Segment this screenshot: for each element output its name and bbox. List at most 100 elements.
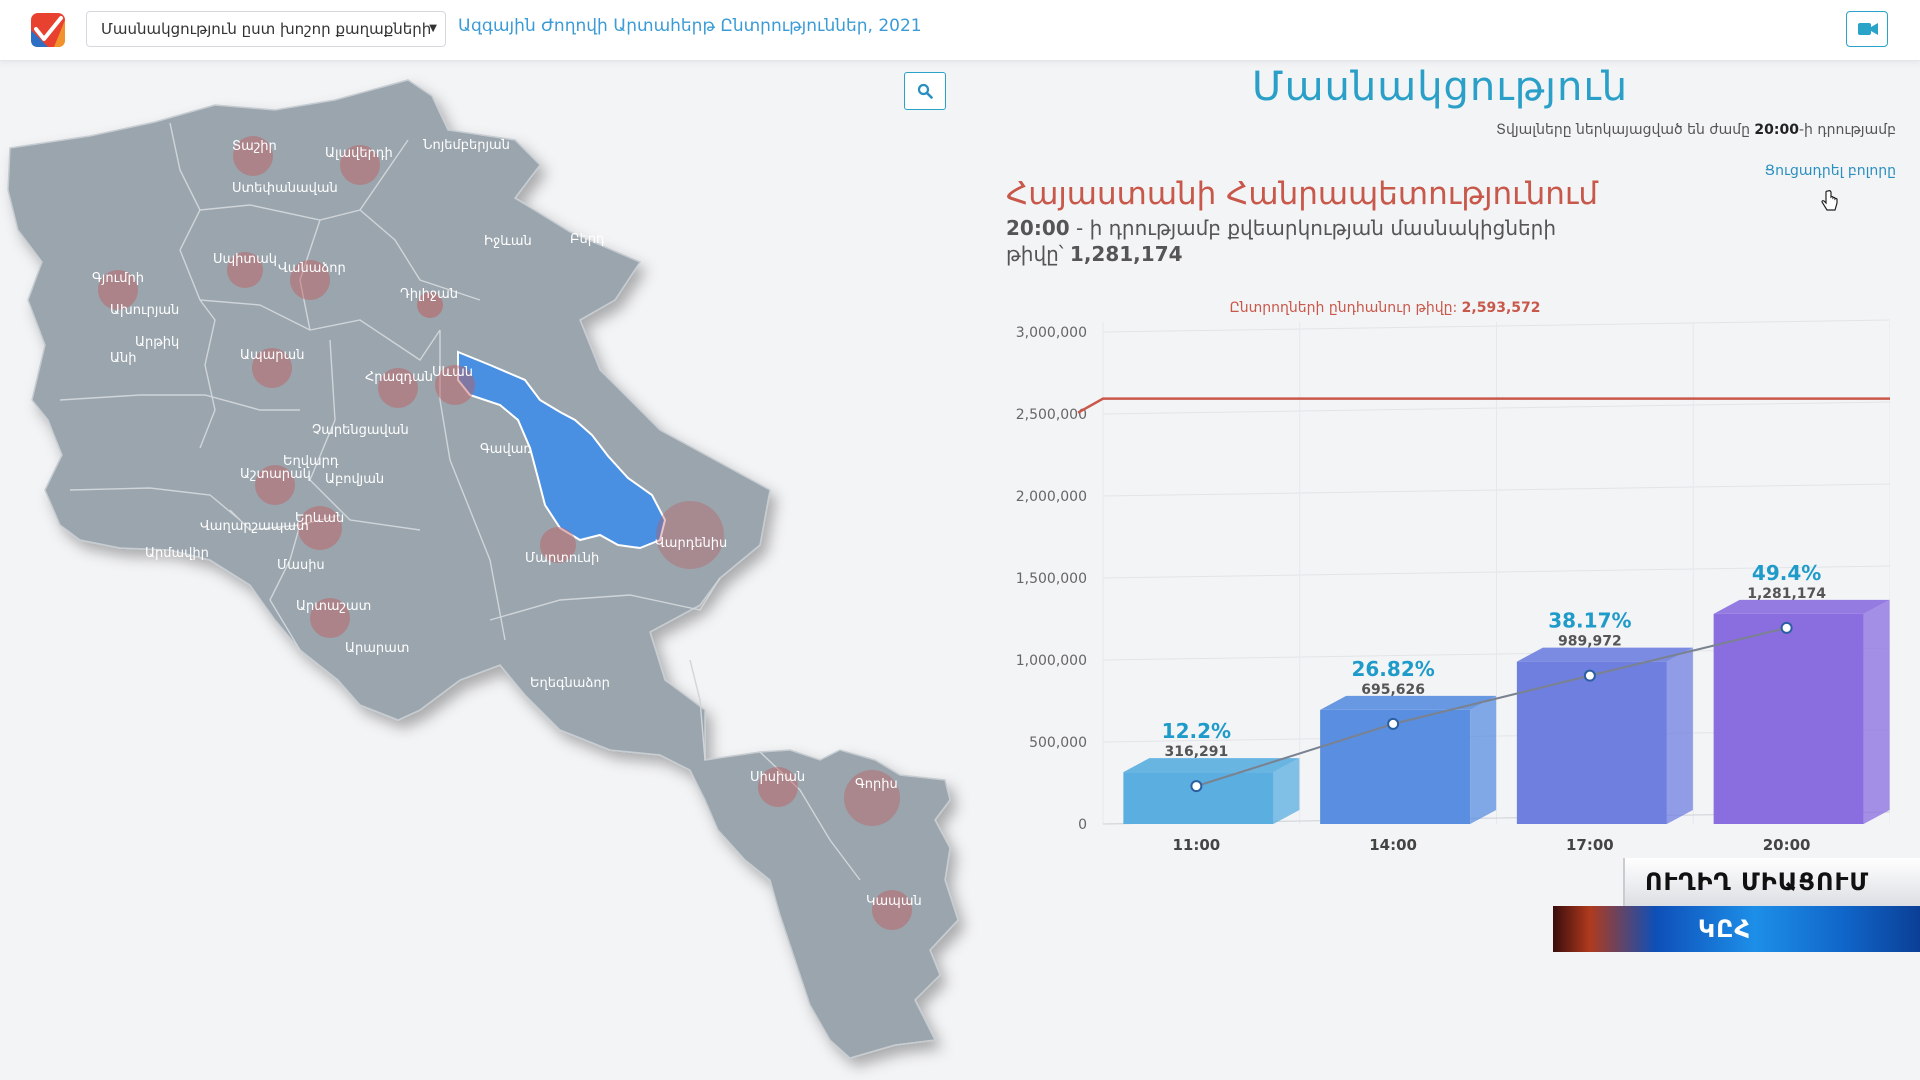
hand-cursor-icon [1821,190,1838,211]
svg-text:Բերդ: Բերդ [570,232,605,247]
bar [1713,613,1864,824]
svg-text:Գավառ: Գավառ [480,442,532,457]
svg-text:Գյումրի: Գյումրի [92,271,144,286]
svg-text:Դիլիջան: Դիլիջան [400,287,458,302]
x-tick-label: 20:00 [1763,836,1811,854]
svg-text:Աբովյան: Աբովյան [325,472,384,487]
bar-value-label: 1,281,174 [1747,586,1826,602]
bar-side [1863,599,1890,824]
trend-point [1780,621,1793,634]
turnout-subtitle: 20:00 - ի դրությամբ քվեարկության մասնակի… [1006,216,1556,240]
cec-logo-icon [31,13,65,47]
bar-top [1320,695,1497,710]
bar-top [1516,647,1693,662]
svg-text:Ալավերդի: Ալավերդի [325,146,393,161]
total-voters-line [1077,397,1890,414]
data-time-note: Տվյալները ներկայացված են ժամը 20:00-ի դր… [1496,122,1896,138]
svg-text:Մասիս: Մասիս [277,558,325,573]
total-voters-value: 2,593,572 [1462,300,1541,316]
svg-text:Արմավիր: Արմավիր [145,546,209,561]
bar-side [1273,758,1300,824]
bar-percent-label: 38.17% [1548,609,1631,633]
y-tick-label: 3,000,000 [1016,325,1087,341]
svg-text:Վարդենիս: Վարդենիս [655,536,727,551]
y-tick-label: 1,500,000 [1016,571,1087,587]
city-markers [98,136,912,930]
trend-point [1583,669,1596,682]
map-region-borders [59,122,861,881]
panel-title: Մասնակցություն [1251,64,1629,110]
bar-percent-label: 26.82% [1351,657,1434,681]
search-icon [917,83,933,99]
trend-point [1387,717,1400,730]
svg-text:Հրազդան: Հրազդան [365,370,433,385]
live-broadcast-banner: ՈՒՂԻՂ ՄԻԱՑՈՒՄ ԿԸՀ [1553,858,1920,952]
svg-text:Տաշիր: Տաշիր [232,139,277,154]
svg-text:Ստեփանավան: Ստեփանավան [232,181,338,196]
svg-text:Կապան: Կապան [866,894,922,909]
turnout-count-line: թիվը՝ 1,281,174 [1006,242,1183,266]
map-city-labels: Տաշիր Ալավերդի Նոյեմբերյան Ստեփանավան Գյ… [92,138,922,909]
svg-text:Չարենցավան: Չարենցավան [312,423,409,438]
turnout-bar-chart[interactable]: 0 500,000 1,000,000 1,500,000 2,000,000 2,500… [990,290,1890,860]
zoom-button[interactable] [904,72,946,110]
armenia-map[interactable]: Տաշիր Ալավերդի Նոյեմբերյան Ստեփանավան Գյ… [0,60,980,1080]
count-value: 1,281,174 [1069,242,1183,266]
svg-text:Նոյեմբերյան: Նոյեմբերյան [423,138,510,153]
svg-text:Արտաշատ: Արտաշատ [296,599,371,614]
svg-text:Եղեգնաձոր: Եղեգնաձոր [530,676,610,691]
svg-text:Արթիկ: Արթիկ [135,335,179,350]
y-tick-label: 0 [1078,817,1087,833]
svg-text:Արարատ: Արարատ [345,641,409,656]
svg-text:Եղվարդ: Եղվարդ [283,454,339,469]
note-suffix: -ի դրությամբ [1798,122,1896,138]
banner-top-text: ՈՒՂԻՂ ՄԻԱՑՈՒՄ [1623,858,1920,906]
video-button[interactable] [1846,11,1888,47]
svg-text:Անի: Անի [110,351,136,366]
svg-text:Վանաձոր: Վանաձոր [278,261,346,276]
video-camera-icon [1858,23,1878,35]
chevron-down-icon: ▼ [429,23,437,34]
bar-side [1666,647,1693,824]
count-label: թիվը՝ [1006,242,1064,266]
lake-sevan-region[interactable] [457,350,667,550]
map-country-shape [7,79,959,1059]
view-select[interactable]: Մասնակցություն ըստ խոշոր քաղաքների ▼ [86,11,446,47]
bar-top [1123,758,1300,773]
total-voters-label: Ընտրողների ընդհանուր թիվը: 2,593,572 [1230,300,1541,316]
svg-text:Երևան: Երևան [295,511,344,526]
svg-text:Գորիս: Գորիս [855,777,898,792]
country-heading: Հայաստանի Հանրապետությունում [1006,176,1599,212]
svg-text:Ապարան: Ապարան [240,348,304,363]
y-tick-label: 2,000,000 [1016,489,1087,505]
x-tick-label: 14:00 [1369,836,1417,854]
svg-text:Սևան: Սևան [432,365,473,380]
svg-text:Սպիտակ: Սպիտակ [213,252,277,267]
svg-text:Իջևան: Իջևան [484,234,532,249]
bar-value-label: 989,972 [1558,634,1622,650]
bar [1516,661,1667,824]
y-tick-label: 1,000,000 [1016,653,1087,669]
bar-value-label: 695,626 [1361,682,1425,698]
svg-text:Վաղարշապատ: Վաղարշապատ [200,519,309,534]
election-title[interactable]: Ազգային Ժողովի Արտահերթ Ընտրություններ, … [458,16,922,36]
svg-text:Սիսիան: Սիսիան [750,770,805,785]
bar [1123,772,1274,824]
trend-line [1196,626,1787,788]
show-all-link[interactable]: Ցուցադրել բոլորը [1764,163,1896,179]
note-prefix: Տվյալները ներկայացված են ժամը [1496,122,1750,138]
bar-percent-label: 49.4% [1752,561,1821,585]
svg-text:Մարտունի: Մարտունի [525,551,599,566]
bar-side [1470,695,1497,824]
bar-value-label: 316,291 [1164,744,1228,760]
trend-point [1190,780,1203,793]
bar-percent-label: 12.2% [1162,719,1231,743]
view-select-value: Մասնակցություն ըստ խոշոր քաղաքների [101,20,432,38]
x-tick-label: 17:00 [1566,836,1614,854]
svg-text:Ախուրյան: Ախուրյան [110,303,179,318]
x-tick-label: 11:00 [1173,836,1221,854]
subtitle-time: 20:00 [1006,216,1070,240]
y-tick-label: 2,500,000 [1016,407,1087,423]
banner-bottom-text: ԿԸՀ [1553,906,1920,952]
bar-top [1713,599,1890,614]
